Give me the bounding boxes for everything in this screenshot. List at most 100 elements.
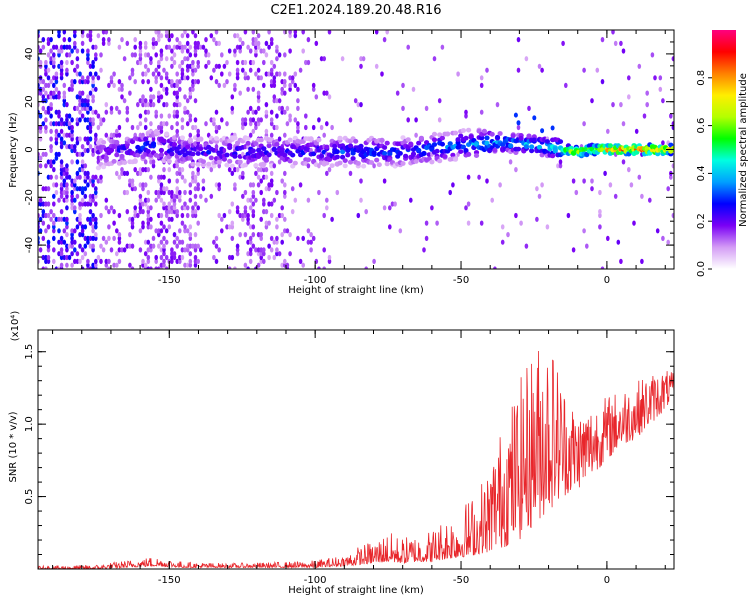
heatmap-cell (94, 132, 98, 138)
heatmap-cell (293, 82, 298, 88)
heatmap-cell (75, 94, 80, 100)
heatmap-cell (164, 30, 169, 35)
heatmap-cell (62, 90, 67, 96)
heatmap-cell (277, 105, 282, 111)
heatmap-cell (309, 232, 313, 238)
heatmap-cell (621, 159, 626, 165)
heatmap-cell (180, 71, 185, 77)
heatmap-cell (489, 131, 495, 137)
heatmap-cell (329, 163, 335, 169)
heatmap-cell (359, 197, 363, 203)
heatmap-cell (57, 239, 61, 245)
heatmap-cell (129, 139, 136, 145)
heatmap-cell (44, 258, 48, 264)
heatmap-cell (167, 44, 172, 50)
heatmap-cell (133, 212, 137, 219)
bottom-y-ticks: 0.51.01.5 (24, 344, 674, 556)
heatmap-cell (175, 212, 179, 219)
heatmap-cell (99, 67, 103, 73)
heatmap-cell (107, 258, 111, 264)
heatmap-cell (193, 258, 198, 264)
heatmap-cell (248, 251, 253, 257)
heatmap-cell (117, 86, 122, 92)
heatmap-cell (75, 63, 80, 69)
heatmap-cell (99, 178, 103, 184)
heatmap-cell (59, 163, 64, 169)
heatmap-cell (54, 140, 59, 146)
heatmap-cell (233, 167, 237, 173)
heatmap-cell (235, 59, 240, 66)
heatmap-cell (130, 182, 135, 188)
heatmap-cell (379, 137, 385, 143)
heatmap-cell (57, 121, 61, 127)
heatmap-cell (251, 243, 256, 249)
heatmap-cell (38, 163, 43, 169)
heatmap-cell (115, 262, 119, 268)
heatmap-cell (188, 94, 193, 100)
heatmap-cell (272, 197, 277, 203)
heatmap-cell (175, 82, 179, 88)
heatmap-cell (196, 63, 200, 69)
heatmap-cell (212, 117, 216, 123)
heatmap-cell (374, 30, 379, 35)
heatmap-cell (101, 37, 106, 43)
heatmap-cell (78, 79, 82, 85)
heatmap-cell (238, 232, 242, 238)
heatmap-cell (274, 142, 280, 147)
heatmap-cell (175, 98, 179, 104)
heatmap-cell (280, 212, 285, 219)
heatmap-cell (38, 247, 43, 253)
heatmap-cell (88, 220, 93, 226)
heatmap-cell (485, 67, 489, 73)
heatmap-cell (241, 174, 245, 180)
heatmap-cell (167, 205, 172, 211)
heatmap-cell (73, 258, 77, 264)
heatmap-cell (275, 98, 279, 104)
heatmap-cell (185, 243, 190, 249)
heatmap-cell (455, 137, 461, 142)
heatmap-cell (245, 136, 251, 141)
heatmap-cell (112, 71, 116, 77)
heatmap-cell (411, 86, 416, 92)
heatmap-cell (94, 189, 98, 196)
heatmap-cell (62, 140, 67, 146)
heatmap-cell (62, 82, 67, 88)
heatmap-cell (199, 193, 203, 199)
heatmap-cell (306, 59, 311, 66)
heatmap-cell (159, 189, 164, 196)
heatmap-cell (167, 216, 172, 222)
heatmap-cell (104, 262, 109, 268)
heatmap-cell (52, 247, 56, 253)
heatmap-cell (154, 79, 158, 85)
heatmap-cell (80, 33, 85, 39)
heatmap-cell (431, 131, 438, 137)
heatmap-cell (288, 117, 292, 123)
heatmap-cell (180, 247, 185, 253)
heatmap-cell (70, 201, 74, 207)
heatmap-cell (88, 124, 93, 131)
heatmap-cell (83, 147, 88, 154)
heatmap-cell (191, 209, 195, 215)
heatmap-cell (62, 170, 67, 176)
heatmap-cell (75, 216, 80, 222)
heatmap-cell (283, 193, 287, 199)
heatmap-cell (59, 251, 64, 257)
heatmap-cell (159, 262, 164, 268)
heatmap-cell (172, 163, 177, 169)
heatmap-cell (216, 159, 222, 165)
heatmap-cell (96, 113, 101, 119)
heatmap-cell (275, 247, 279, 253)
heatmap-cell (188, 113, 193, 119)
heatmap-cell (498, 182, 502, 188)
heatmap-cell (162, 174, 166, 180)
heatmap-cell (225, 224, 229, 230)
heatmap-cell (46, 186, 51, 192)
heatmap-cell (62, 98, 67, 104)
heatmap-cell (180, 124, 185, 131)
heatmap-cell (230, 235, 235, 241)
heatmap-cell (86, 98, 90, 104)
heatmap-cell (238, 48, 242, 54)
heatmap-cell (70, 147, 74, 154)
heatmap-cell (170, 205, 174, 211)
heatmap-cell (159, 182, 164, 188)
